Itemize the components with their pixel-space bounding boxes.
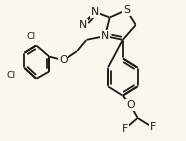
- Text: N: N: [91, 7, 99, 17]
- Text: N: N: [79, 20, 87, 30]
- Text: F: F: [149, 122, 156, 132]
- Text: S: S: [123, 5, 130, 15]
- Text: O: O: [126, 100, 134, 110]
- Text: Cl: Cl: [7, 71, 16, 80]
- Text: Cl: Cl: [27, 32, 36, 41]
- Text: N: N: [101, 31, 109, 41]
- Text: O: O: [59, 55, 68, 65]
- Text: F: F: [121, 124, 128, 134]
